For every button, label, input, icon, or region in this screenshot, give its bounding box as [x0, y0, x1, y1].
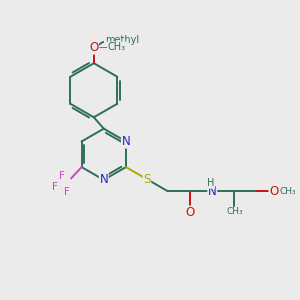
Text: —: — [98, 42, 109, 52]
Text: O: O [185, 206, 195, 219]
Text: F: F [64, 187, 70, 197]
Text: N: N [99, 173, 108, 186]
Text: O: O [269, 185, 278, 198]
Text: N: N [208, 185, 217, 198]
Text: S: S [143, 173, 151, 186]
Text: methyl: methyl [105, 35, 139, 46]
Text: F: F [59, 171, 64, 181]
Text: H: H [207, 178, 214, 188]
Text: N: N [122, 135, 130, 148]
Text: O: O [89, 41, 98, 54]
Text: CH₃: CH₃ [107, 42, 126, 52]
Text: CH₃: CH₃ [226, 207, 243, 216]
Text: CH₃: CH₃ [280, 187, 297, 196]
Text: F: F [52, 182, 58, 192]
